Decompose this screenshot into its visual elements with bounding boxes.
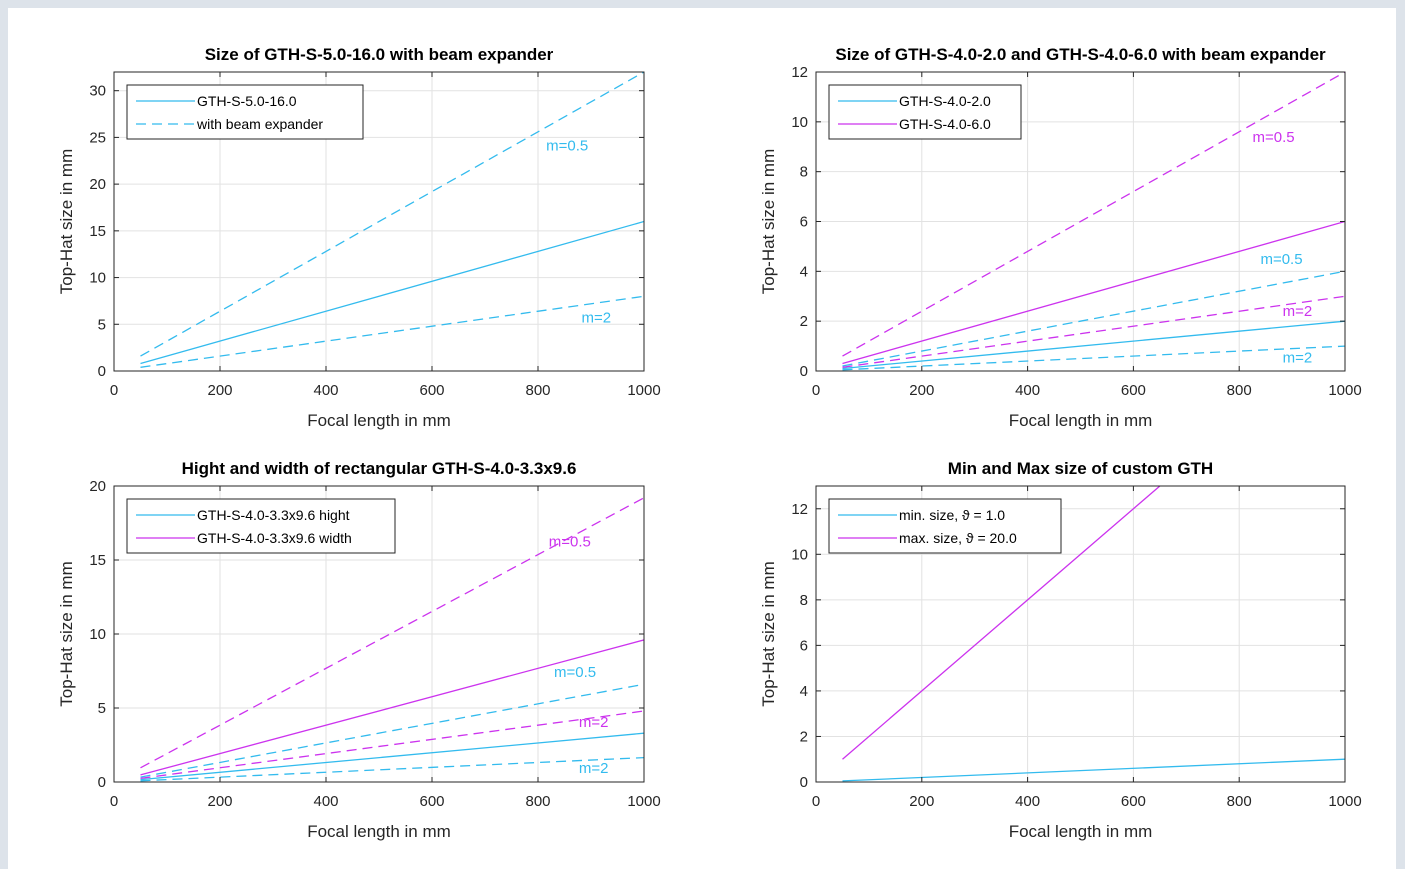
x-tick-label: 0 (110, 793, 118, 810)
legend-label: GTH-S-4.0-3.3x9.6 hight (197, 507, 350, 523)
legend-label: max. size, ϑ = 20.0 (899, 530, 1017, 546)
x-tick-label: 0 (110, 382, 118, 399)
legend-label: GTH-S-4.0-2.0 (899, 93, 991, 109)
subplot-4: 0 200 400 600 800 1000 0 2 4 6 8 10 12 Min and Max si… (759, 327, 1362, 841)
x-tick-label: 600 (1121, 382, 1146, 399)
y-axis-label: Top-Hat size in mm (759, 149, 778, 294)
y-tick-label: 2 (800, 728, 808, 745)
x-tick-label: 400 (1015, 793, 1040, 810)
x-tick-label: 400 (313, 382, 338, 399)
y-tick-label: 20 (89, 478, 106, 495)
x-tick-label: 200 (909, 793, 934, 810)
annotation-label: m=0.5 (549, 534, 591, 551)
x-tick-label: 800 (1227, 793, 1252, 810)
x-tick-label: 0 (812, 793, 820, 810)
y-tick-label: 2 (800, 313, 808, 330)
y-tick-label: 12 (791, 64, 808, 81)
legend-label: with beam expander (196, 116, 323, 132)
annotation-label: m=0.5 (1260, 251, 1302, 268)
annotation-label: m=2 (579, 714, 609, 731)
annotation-label: m=2 (581, 309, 611, 326)
y-tick-label: 8 (800, 164, 808, 181)
x-tick-label: 0 (812, 382, 820, 399)
legend-label: GTH-S-5.0-16.0 (197, 93, 297, 109)
x-tick-label: 1000 (627, 793, 660, 810)
x-tick-label: 400 (1015, 382, 1040, 399)
y-tick-label: 25 (89, 129, 106, 146)
x-tick-label: 600 (1121, 793, 1146, 810)
y-tick-label: 0 (800, 774, 808, 791)
y-tick-label: 6 (800, 637, 808, 654)
annotation-label: m=2 (1283, 349, 1313, 366)
y-tick-label: 10 (89, 626, 106, 643)
annotation-label: m=0.5 (546, 137, 588, 154)
chart-title: Min and Max size of custom GTH (948, 459, 1213, 478)
x-axis-label: Focal length in mm (307, 822, 451, 841)
y-tick-label: 12 (791, 501, 808, 518)
legend-label: min. size, ϑ = 1.0 (899, 507, 1005, 523)
y-tick-label: 30 (89, 83, 106, 100)
annotation-label: m=0.5 (554, 664, 596, 681)
y-tick-label: 8 (800, 592, 808, 609)
x-axis-label: Focal length in mm (1009, 822, 1153, 841)
subplot-1: 0 200 400 600 800 1000 0 5 10 15 20 25 30 Size of GTH… (57, 45, 661, 430)
x-tick-label: 800 (1227, 382, 1252, 399)
y-axis-label: Top-Hat size in mm (57, 149, 76, 294)
y-tick-label: 5 (98, 316, 106, 333)
y-tick-label: 4 (800, 263, 808, 280)
y-tick-label: 6 (800, 214, 808, 231)
subplot-3: 0 200 400 600 800 1000 0 5 10 15 20 Hight and width… (57, 459, 661, 841)
y-tick-label: 20 (89, 176, 106, 193)
y-tick-label: 4 (800, 683, 808, 700)
annotation-label: m=2 (579, 760, 609, 777)
y-tick-label: 0 (98, 774, 106, 791)
figure: 0 200 400 600 800 1000 0 5 10 15 20 25 30 Size of GTH… (8, 8, 1396, 869)
x-tick-label: 800 (525, 793, 550, 810)
subplot-2: 0 200 400 600 800 1000 0 2 4 6 8 10 12 Size of GTH-S-… (759, 45, 1362, 430)
x-axis-label: Focal length in mm (1009, 411, 1153, 430)
x-tick-label: 200 (207, 382, 232, 399)
legend-label: GTH-S-4.0-6.0 (899, 116, 991, 132)
x-tick-label: 200 (909, 382, 934, 399)
x-tick-label: 600 (419, 382, 444, 399)
x-axis-label: Focal length in mm (307, 411, 451, 430)
x-tick-label: 1000 (1328, 382, 1361, 399)
chart-title: Size of GTH-S-4.0-2.0 and GTH-S-4.0-6.0 … (835, 45, 1326, 64)
x-tick-label: 1000 (1328, 793, 1361, 810)
legend-label: GTH-S-4.0-3.3x9.6 width (197, 530, 352, 546)
y-tick-label: 10 (791, 546, 808, 563)
x-tick-label: 400 (313, 793, 338, 810)
y-tick-label: 0 (98, 363, 106, 380)
annotation-label: m=2 (1283, 303, 1313, 320)
x-tick-label: 200 (207, 793, 232, 810)
x-tick-label: 1000 (627, 382, 660, 399)
y-tick-label: 15 (89, 552, 106, 569)
y-axis-label: Top-Hat size in mm (57, 561, 76, 706)
y-axis-label: Top-Hat size in mm (759, 561, 778, 706)
annotation-label: m=0.5 (1253, 129, 1295, 146)
y-tick-label: 10 (791, 114, 808, 131)
y-tick-label: 10 (89, 270, 106, 287)
y-tick-label: 0 (800, 363, 808, 380)
x-tick-label: 600 (419, 793, 444, 810)
chart-title: Size of GTH-S-5.0-16.0 with beam expande… (205, 45, 554, 64)
x-tick-label: 800 (525, 382, 550, 399)
y-tick-label: 15 (89, 223, 106, 240)
chart-title: Hight and width of rectangular GTH-S-4.0… (182, 459, 577, 478)
y-tick-label: 5 (98, 700, 106, 717)
